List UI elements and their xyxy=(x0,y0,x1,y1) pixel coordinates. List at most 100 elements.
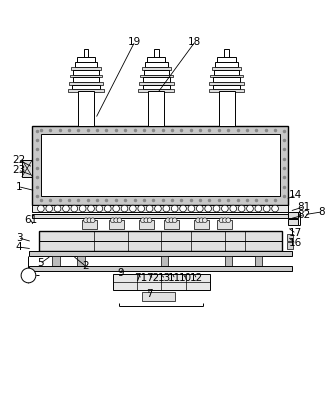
Bar xyxy=(33,213,289,217)
Text: 17: 17 xyxy=(289,228,302,238)
Circle shape xyxy=(84,218,88,223)
Circle shape xyxy=(147,218,152,223)
Bar xyxy=(145,62,168,67)
Circle shape xyxy=(226,218,230,223)
Circle shape xyxy=(255,205,262,212)
Bar xyxy=(209,89,245,92)
Bar xyxy=(148,91,164,126)
Circle shape xyxy=(114,218,119,223)
Bar xyxy=(140,75,172,77)
Text: 72: 72 xyxy=(146,273,160,283)
Bar xyxy=(82,220,97,229)
Bar xyxy=(161,257,168,267)
Text: 10: 10 xyxy=(179,273,192,283)
Circle shape xyxy=(146,205,153,212)
Bar xyxy=(144,70,169,75)
Bar xyxy=(209,82,244,85)
Bar xyxy=(142,85,170,89)
Bar xyxy=(224,49,229,57)
Text: 9: 9 xyxy=(118,268,124,278)
Bar xyxy=(141,67,171,70)
Circle shape xyxy=(87,218,92,223)
Bar xyxy=(194,220,209,229)
Bar xyxy=(70,75,102,77)
Text: 22: 22 xyxy=(12,155,26,165)
Bar xyxy=(77,257,85,267)
Circle shape xyxy=(21,268,36,283)
Circle shape xyxy=(247,205,253,212)
Bar xyxy=(41,134,280,196)
Bar xyxy=(289,219,298,225)
Text: 11: 11 xyxy=(168,273,181,283)
Bar xyxy=(29,267,292,271)
Text: 82: 82 xyxy=(297,210,310,220)
Circle shape xyxy=(144,218,149,223)
Bar xyxy=(210,75,243,77)
Circle shape xyxy=(238,205,245,212)
Circle shape xyxy=(180,205,186,212)
Circle shape xyxy=(199,218,204,223)
Circle shape xyxy=(104,205,111,212)
Text: 14: 14 xyxy=(289,190,302,200)
Bar xyxy=(84,49,88,57)
Bar xyxy=(215,62,238,67)
Circle shape xyxy=(62,205,69,212)
Bar xyxy=(22,160,33,177)
Circle shape xyxy=(163,205,170,212)
Circle shape xyxy=(54,205,61,212)
Bar xyxy=(77,57,95,62)
Bar xyxy=(289,212,298,218)
Bar xyxy=(287,242,293,249)
Circle shape xyxy=(197,205,203,212)
Text: 4: 4 xyxy=(16,242,23,252)
Bar xyxy=(69,82,103,85)
Text: 8: 8 xyxy=(319,207,325,217)
Circle shape xyxy=(203,218,207,223)
Bar xyxy=(224,257,232,267)
Bar xyxy=(139,82,174,85)
Circle shape xyxy=(71,205,78,212)
Text: 16: 16 xyxy=(289,238,302,248)
Circle shape xyxy=(196,218,201,223)
Circle shape xyxy=(138,205,144,212)
Bar xyxy=(72,85,100,89)
Text: 13: 13 xyxy=(158,273,171,283)
Circle shape xyxy=(155,205,161,212)
Circle shape xyxy=(166,218,170,223)
Bar xyxy=(78,91,94,126)
Bar xyxy=(39,231,282,251)
Bar xyxy=(217,57,236,62)
Bar xyxy=(212,67,241,70)
Bar xyxy=(139,220,154,229)
Bar xyxy=(213,77,240,82)
Circle shape xyxy=(88,205,94,212)
Bar xyxy=(213,85,240,89)
Circle shape xyxy=(219,218,224,223)
Bar xyxy=(75,62,97,67)
Circle shape xyxy=(221,205,228,212)
Text: 3: 3 xyxy=(16,233,23,243)
Circle shape xyxy=(230,205,237,212)
Bar xyxy=(164,220,179,229)
Circle shape xyxy=(222,218,227,223)
Circle shape xyxy=(90,218,95,223)
Bar xyxy=(71,67,101,70)
Circle shape xyxy=(169,218,174,223)
Text: 7: 7 xyxy=(145,289,152,299)
Bar xyxy=(147,57,166,62)
Circle shape xyxy=(117,218,122,223)
Bar xyxy=(142,292,175,300)
Bar xyxy=(109,220,124,229)
Circle shape xyxy=(129,205,136,212)
Circle shape xyxy=(172,218,177,223)
Bar xyxy=(255,257,262,267)
Text: 23: 23 xyxy=(12,166,26,176)
Text: 5: 5 xyxy=(38,258,44,268)
Bar xyxy=(154,49,159,57)
Bar xyxy=(138,89,174,92)
Text: 2: 2 xyxy=(83,261,89,271)
Bar xyxy=(29,251,292,257)
Circle shape xyxy=(140,218,145,223)
Bar xyxy=(218,91,235,126)
Bar xyxy=(33,205,289,212)
